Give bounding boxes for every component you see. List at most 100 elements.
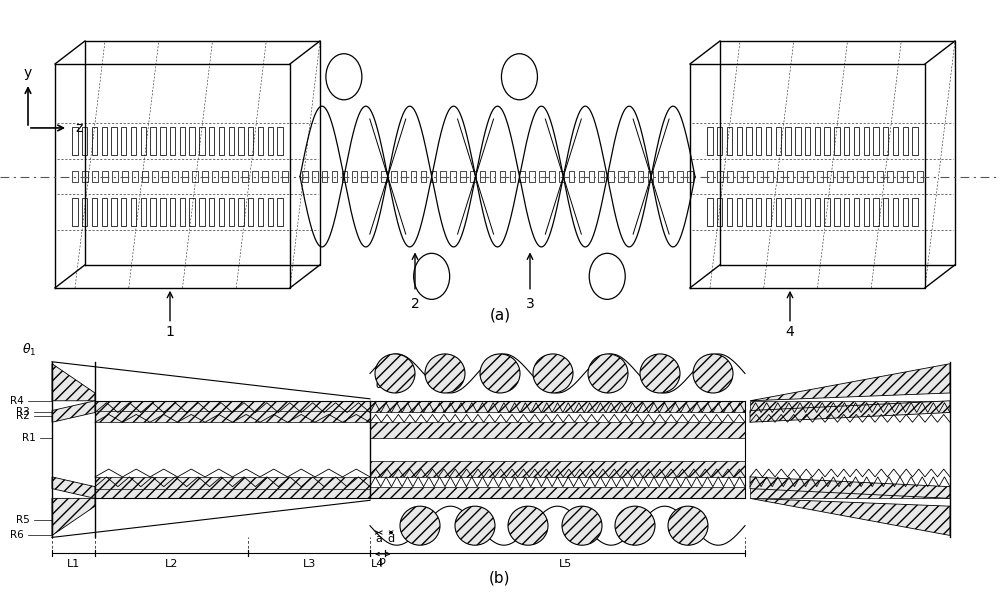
Bar	[268, 127, 273, 155]
Text: 1: 1	[166, 326, 174, 340]
Bar	[903, 127, 908, 155]
Text: R3: R3	[16, 407, 30, 418]
Bar	[766, 198, 771, 226]
Bar	[638, 171, 643, 182]
Bar	[450, 171, 456, 182]
Bar	[707, 171, 713, 182]
Bar	[238, 198, 244, 226]
Bar	[737, 171, 743, 182]
Bar	[917, 171, 923, 182]
Polygon shape	[52, 477, 95, 498]
Bar	[82, 127, 87, 155]
Bar	[199, 127, 205, 155]
Bar	[370, 401, 745, 412]
Bar	[727, 198, 732, 226]
Bar	[460, 171, 466, 182]
Bar	[219, 127, 224, 155]
Bar	[238, 127, 244, 155]
Text: d: d	[388, 534, 395, 544]
Bar	[668, 171, 673, 182]
Bar	[490, 171, 495, 182]
Bar	[589, 171, 594, 182]
Bar	[519, 171, 525, 182]
Bar	[648, 171, 653, 182]
Bar	[312, 171, 318, 182]
Bar	[440, 171, 446, 182]
Bar	[219, 198, 224, 226]
Circle shape	[562, 506, 602, 545]
Bar	[767, 171, 773, 182]
Bar	[150, 198, 156, 226]
Bar	[746, 127, 752, 155]
Circle shape	[455, 506, 495, 545]
Bar	[785, 127, 791, 155]
Bar	[867, 171, 873, 182]
Bar	[750, 401, 950, 412]
Bar	[795, 198, 801, 226]
Bar	[746, 198, 752, 226]
Bar	[510, 171, 515, 182]
Bar	[757, 171, 763, 182]
Bar	[883, 127, 888, 155]
Text: L2: L2	[165, 559, 178, 568]
Bar	[854, 127, 859, 155]
Bar	[150, 127, 156, 155]
Bar	[824, 127, 830, 155]
Bar	[777, 171, 783, 182]
Text: $\theta_2$: $\theta_2$	[375, 377, 389, 393]
Bar	[302, 171, 308, 182]
Bar	[549, 171, 555, 182]
Bar	[912, 198, 918, 226]
Bar	[229, 127, 234, 155]
Bar	[559, 171, 564, 182]
Bar	[539, 171, 545, 182]
Text: L5: L5	[558, 559, 572, 568]
Bar	[212, 171, 218, 182]
Polygon shape	[52, 498, 95, 535]
Bar	[787, 171, 793, 182]
Bar	[737, 198, 742, 226]
Bar	[277, 198, 283, 226]
Bar	[864, 198, 869, 226]
Text: R5: R5	[16, 515, 30, 525]
Circle shape	[508, 506, 548, 545]
Bar	[750, 486, 950, 498]
Bar	[112, 171, 118, 182]
Bar	[912, 127, 918, 155]
Polygon shape	[750, 477, 950, 498]
Bar	[121, 127, 126, 155]
Bar	[717, 198, 722, 226]
Polygon shape	[750, 401, 950, 422]
Bar	[401, 171, 406, 182]
Bar	[747, 171, 753, 182]
Bar	[827, 171, 833, 182]
Bar	[903, 198, 908, 226]
Bar	[258, 127, 263, 155]
Bar	[579, 171, 584, 182]
Bar	[248, 198, 253, 226]
Bar	[268, 198, 273, 226]
Bar	[131, 198, 136, 226]
Bar	[569, 171, 574, 182]
Bar	[795, 127, 801, 155]
Bar	[737, 127, 742, 155]
Bar	[500, 171, 505, 182]
Bar	[72, 127, 78, 155]
Bar	[776, 127, 781, 155]
Bar	[677, 171, 683, 182]
Bar	[209, 127, 214, 155]
Text: R1: R1	[22, 433, 36, 443]
Bar	[232, 171, 238, 182]
Bar	[332, 171, 337, 182]
Bar	[805, 127, 810, 155]
Bar	[893, 198, 898, 226]
Bar	[242, 171, 248, 182]
Bar	[170, 127, 175, 155]
Bar	[877, 171, 883, 182]
Bar	[873, 127, 879, 155]
Circle shape	[615, 506, 655, 545]
Polygon shape	[750, 498, 950, 535]
Bar	[837, 171, 843, 182]
Bar	[897, 171, 903, 182]
Text: R6: R6	[10, 530, 24, 541]
